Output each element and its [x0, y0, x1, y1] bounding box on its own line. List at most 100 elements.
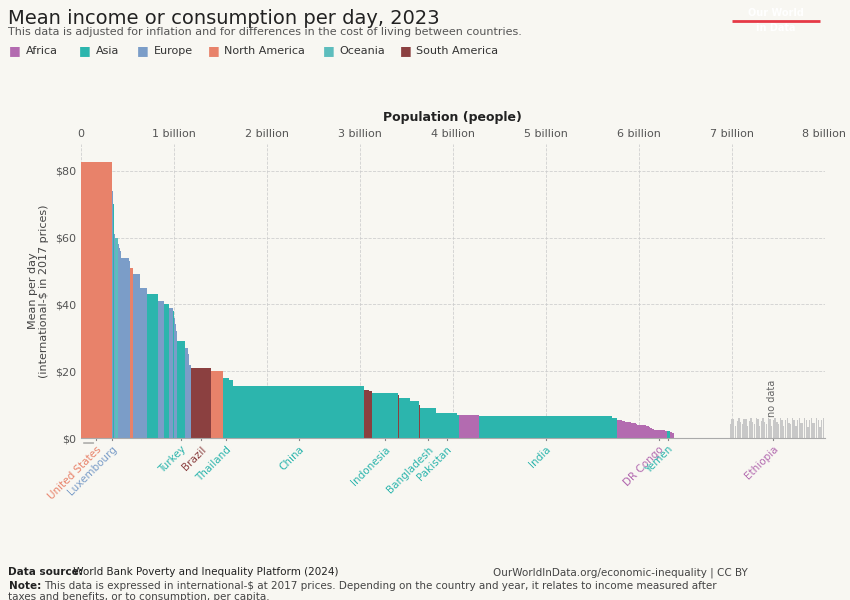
Bar	[617, 419, 622, 438]
Bar	[783, 427, 785, 438]
Bar	[749, 421, 750, 438]
X-axis label: Population (people): Population (people)	[383, 111, 522, 124]
Bar	[797, 420, 798, 438]
Text: This data is adjusted for inflation and for differences in the cost of living be: This data is adjusted for inflation and …	[8, 27, 523, 37]
Bar	[626, 422, 632, 438]
Bar	[369, 391, 372, 438]
Bar	[646, 427, 649, 438]
Text: World Bank Poverty and Inequality Platform (2024): World Bank Poverty and Inequality Platfo…	[70, 567, 338, 577]
Bar	[745, 419, 746, 438]
Text: North America: North America	[224, 46, 305, 56]
Text: Thailand: Thailand	[195, 444, 233, 483]
Text: ■: ■	[207, 44, 219, 58]
Bar	[638, 425, 642, 438]
Text: Africa: Africa	[26, 46, 58, 56]
Text: India: India	[528, 444, 552, 469]
Bar	[121, 257, 128, 438]
Bar	[436, 413, 457, 438]
Bar	[818, 420, 819, 438]
Bar	[168, 308, 173, 438]
Text: South America: South America	[416, 46, 499, 56]
Text: This data is expressed in international-$ at 2017 prices. Depending on the count: This data is expressed in international-…	[44, 581, 717, 591]
Bar	[793, 419, 795, 438]
Text: China: China	[277, 444, 306, 473]
Bar	[128, 261, 130, 438]
Bar	[649, 427, 650, 438]
Bar	[372, 393, 398, 438]
Bar	[233, 386, 364, 438]
Bar	[670, 431, 672, 438]
Text: ■: ■	[8, 44, 20, 58]
Bar	[759, 426, 761, 438]
Bar	[740, 422, 741, 438]
Text: ■: ■	[322, 44, 334, 58]
Bar	[115, 234, 116, 438]
Text: Indonesia: Indonesia	[349, 444, 392, 487]
Bar	[116, 238, 118, 438]
Bar	[632, 423, 636, 438]
Text: Europe: Europe	[154, 46, 193, 56]
Bar	[223, 378, 230, 438]
Bar	[729, 424, 731, 438]
Bar	[781, 419, 783, 438]
Text: Asia: Asia	[96, 46, 119, 56]
Text: no data: no data	[768, 380, 778, 417]
Bar	[790, 424, 791, 438]
Bar	[230, 380, 233, 438]
Bar	[173, 311, 174, 438]
Bar	[479, 416, 612, 438]
Text: United States: United States	[47, 444, 104, 501]
Bar	[764, 422, 766, 438]
Bar	[776, 422, 778, 438]
Bar	[754, 424, 755, 438]
Text: Ethiopia: Ethiopia	[743, 444, 780, 481]
Text: Yemen: Yemen	[643, 444, 675, 476]
Bar	[118, 244, 120, 438]
Bar	[799, 418, 800, 438]
Bar	[761, 421, 762, 438]
Bar	[809, 420, 810, 438]
Text: Our World: Our World	[748, 8, 803, 17]
Bar	[174, 318, 175, 438]
Bar	[733, 419, 734, 438]
Bar	[785, 421, 786, 438]
Bar	[786, 418, 788, 438]
Bar	[457, 415, 459, 438]
Text: ■: ■	[79, 44, 91, 58]
Bar	[81, 163, 112, 438]
Bar	[811, 418, 812, 438]
Bar	[672, 433, 674, 438]
Bar	[189, 364, 191, 438]
Text: Turkey: Turkey	[156, 444, 188, 475]
Text: Bangladesh: Bangladesh	[385, 444, 435, 494]
Bar	[769, 419, 771, 438]
Text: Mean income or consumption per day, 2023: Mean income or consumption per day, 2023	[8, 9, 440, 28]
Bar	[191, 368, 211, 438]
Bar	[788, 422, 790, 438]
Bar	[742, 424, 743, 438]
Text: Oceania: Oceania	[340, 46, 385, 56]
Bar	[819, 427, 820, 438]
Bar	[747, 426, 748, 438]
Bar	[778, 424, 779, 438]
Bar	[650, 428, 652, 438]
Bar	[636, 424, 638, 438]
Bar	[652, 428, 654, 438]
Bar	[752, 422, 753, 438]
Text: taxes and benefits, or to consumption, per capita.: taxes and benefits, or to consumption, p…	[8, 592, 270, 600]
Bar	[814, 424, 815, 438]
Bar	[177, 341, 184, 438]
Bar	[802, 424, 803, 438]
Bar	[140, 287, 147, 438]
Bar	[419, 404, 420, 438]
Bar	[816, 418, 817, 438]
Bar	[666, 431, 670, 438]
Bar	[791, 418, 793, 438]
Bar	[762, 418, 764, 438]
Bar	[771, 426, 773, 438]
Text: Brazil: Brazil	[180, 444, 208, 472]
Bar	[773, 421, 774, 438]
Bar	[164, 304, 168, 438]
Text: Data source:: Data source:	[8, 567, 83, 577]
Bar	[130, 268, 133, 438]
